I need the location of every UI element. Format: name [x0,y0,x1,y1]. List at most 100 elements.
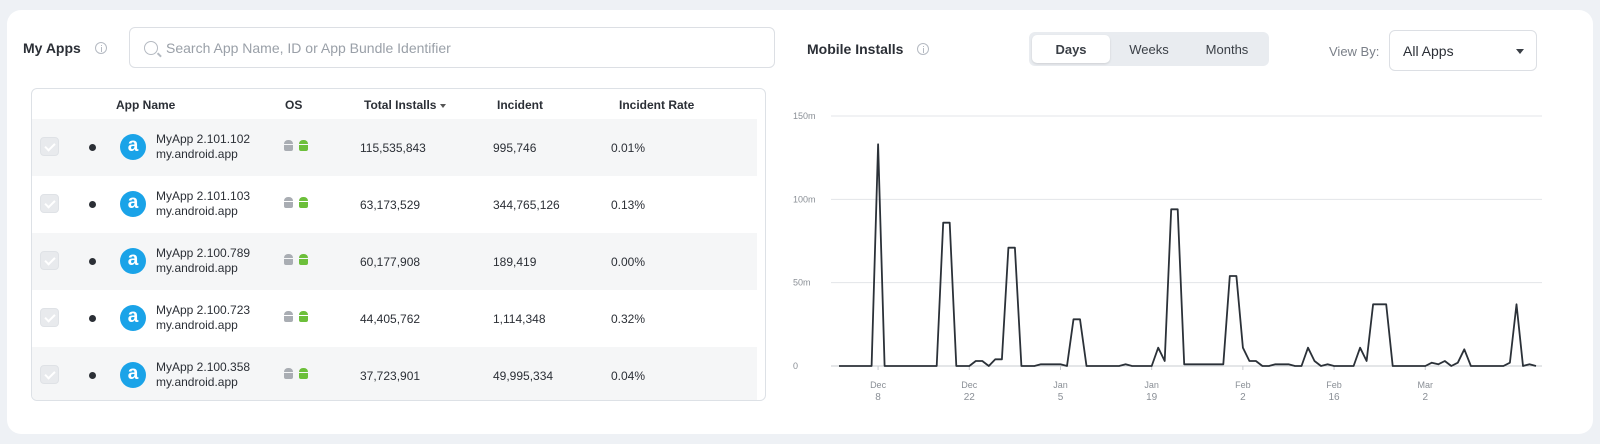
search-box[interactable] [129,27,775,68]
app-name-cell[interactable]: MyApp 2.100.723 my.android.app [156,303,250,333]
apps-table: App Name OS Total Installs Incident Inci… [31,88,766,401]
column-os[interactable]: OS [285,98,303,112]
my-apps-title: My Apps [23,40,81,56]
table-row[interactable]: a MyApp 2.101.103 my.android.app 63,173,529… [32,176,757,233]
range-tab-months[interactable]: Months [1205,41,1249,57]
app-logo-icon: a [120,362,146,388]
column-incident[interactable]: Incident [497,98,544,112]
android-icon [283,311,294,323]
incident-rate-cell: 0.13% [611,198,646,212]
search-input[interactable] [166,39,766,56]
x-tick-day: 5 [1058,392,1064,400]
x-tick-day: 2 [1240,392,1246,400]
os-icons [283,311,309,323]
y-tick-label: 0 [793,361,798,371]
x-tick-day: 8 [875,392,881,400]
x-tick-month: Dec [870,380,887,390]
installs-chart: 0 50m 100m 150m Dec 8 Dec 22 Jan 5 Jan 19 Feb 2 Feb 16 M… [793,111,1542,400]
x-tick-month: Feb [1235,380,1251,390]
x-tick-day: 22 [964,392,976,400]
incident-cell: 189,419 [493,255,537,269]
x-tick-day: 16 [1329,392,1341,400]
range-tab-days[interactable]: Days [1032,35,1110,63]
incident-cell: 995,746 [493,141,537,155]
app-logo-icon: a [120,134,146,160]
search-icon [144,40,158,55]
view-by-select[interactable]: All Apps [1389,30,1537,71]
app-logo-icon: a [120,248,146,274]
row-checkbox[interactable] [40,365,59,384]
mobile-installs-title: Mobile Installs [807,41,904,57]
total-installs-cell: 44,405,762 [360,312,421,326]
column-app-name[interactable]: App Name [116,98,176,112]
table-row[interactable]: a MyApp 2.100.789 my.android.app 60,177,908… [32,233,757,290]
status-dot [89,201,96,208]
android-icon [283,254,294,266]
app-name: MyApp 2.100.789 [156,246,251,260]
view-by-value: All Apps [1403,42,1454,59]
installs-series-line[interactable] [839,143,1537,367]
app-bundle-id: my.android.app [156,318,238,332]
incident-rate-cell: 0.32% [611,312,646,326]
table-header: App Name OS Total Installs Incident Inci… [32,89,765,119]
info-icon[interactable] [94,42,107,54]
x-tick-month: Jan [1053,380,1068,390]
info-icon[interactable] [917,43,930,55]
column-total-installs[interactable]: Total Installs [364,98,447,112]
app-name-cell[interactable]: MyApp 2.101.103 my.android.app [156,189,250,219]
table-row[interactable]: a MyApp 2.101.102 my.android.app 115,535,84… [32,119,757,176]
incident-cell: 1,114,348 [493,312,546,326]
time-range-toggle: Days Weeks Months [1029,32,1269,66]
app-name: MyApp 2.101.102 [156,132,251,146]
android-bug-icon [298,311,309,323]
android-icon [283,368,294,380]
os-icons [283,140,309,152]
app-name-cell[interactable]: MyApp 2.101.102 my.android.app [156,132,250,162]
app-name: MyApp 2.100.723 [156,303,251,317]
app-bundle-id: my.android.app [156,147,238,161]
android-bug-icon [298,368,309,380]
total-installs-cell: 37,723,901 [360,369,421,383]
range-tab-weeks[interactable]: Weeks [1129,41,1169,57]
os-icons [283,368,309,380]
table-row[interactable]: a MyApp 2.100.358 my.android.app 37,723,901… [32,347,757,400]
y-tick-label: 150m [793,111,816,121]
sort-descending-icon[interactable] [440,104,447,108]
row-checkbox[interactable] [40,308,59,327]
android-icon [283,140,294,152]
x-tick-month: Mar [1418,380,1434,390]
row-checkbox[interactable] [40,137,59,156]
incident-rate-cell: 0.01% [611,141,646,155]
app-bundle-id: my.android.app [156,261,238,275]
incident-rate-cell: 0.04% [611,369,646,383]
table-row[interactable]: a MyApp 2.100.723 my.android.app 44,405,762… [32,290,757,347]
row-checkbox[interactable] [40,251,59,270]
my-apps-header: My Apps [23,40,107,56]
status-dot [89,258,96,265]
android-bug-icon [298,140,309,152]
total-installs-cell: 115,535,843 [360,141,426,155]
row-checkbox[interactable] [40,194,59,213]
x-tick-day: 19 [1146,392,1158,400]
os-icons [283,254,309,266]
android-icon [283,197,294,209]
status-dot [89,372,96,379]
app-name: MyApp 2.101.103 [156,189,251,203]
app-name-cell[interactable]: MyApp 2.100.358 my.android.app [156,360,250,390]
status-dot [89,144,96,151]
mobile-installs-header: Mobile Installs [807,41,930,57]
app-bundle-id: my.android.app [156,375,238,389]
view-by-label: View By: [1329,44,1380,59]
android-bug-icon [298,254,309,266]
os-icons [283,197,309,209]
total-installs-cell: 60,177,908 [360,255,421,269]
status-dot [89,315,96,322]
android-bug-icon [298,197,309,209]
column-total-installs-label: Total Installs [364,98,437,112]
column-incident-rate[interactable]: Incident Rate [619,98,695,112]
app-name-cell[interactable]: MyApp 2.100.789 my.android.app [156,246,250,276]
incident-cell: 49,995,334 [493,369,554,383]
y-tick-label: 100m [793,194,816,204]
y-tick-label: 50m [793,278,811,288]
app-name: MyApp 2.100.358 [156,360,251,374]
